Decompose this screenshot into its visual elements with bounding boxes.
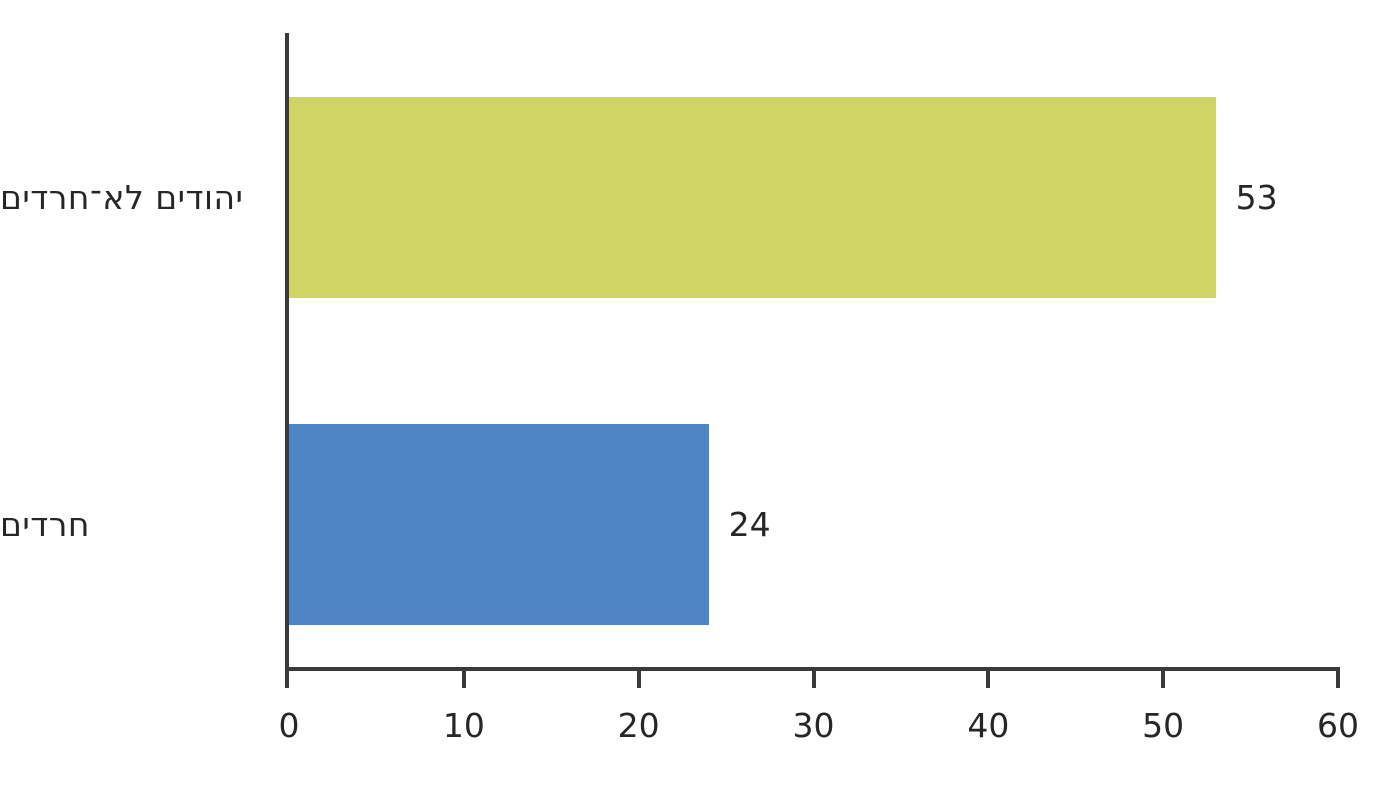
tick-label: 20 xyxy=(617,706,660,745)
tick-mark xyxy=(811,671,816,688)
category-label: חרדים xyxy=(0,505,90,544)
tick-mark xyxy=(1336,671,1340,688)
bar xyxy=(289,97,1216,298)
tick-label: 50 xyxy=(1142,706,1185,745)
tick-label: 10 xyxy=(442,706,485,745)
tick-label: 40 xyxy=(967,706,1010,745)
tick-mark xyxy=(636,671,641,688)
tick-mark xyxy=(461,671,466,688)
value-label: 24 xyxy=(728,505,771,544)
tick-label: 60 xyxy=(1317,706,1359,745)
tick-mark xyxy=(285,671,289,688)
tick-mark xyxy=(986,671,991,688)
bar xyxy=(289,424,709,625)
category-label: יהודים לא־חרדים xyxy=(0,178,244,217)
tick-mark xyxy=(1161,671,1166,688)
value-label: 53 xyxy=(1235,178,1278,217)
y-axis-line xyxy=(285,33,289,688)
x-axis-line xyxy=(285,667,1340,671)
tick-label: 30 xyxy=(792,706,835,745)
tick-label: 0 xyxy=(278,706,300,745)
